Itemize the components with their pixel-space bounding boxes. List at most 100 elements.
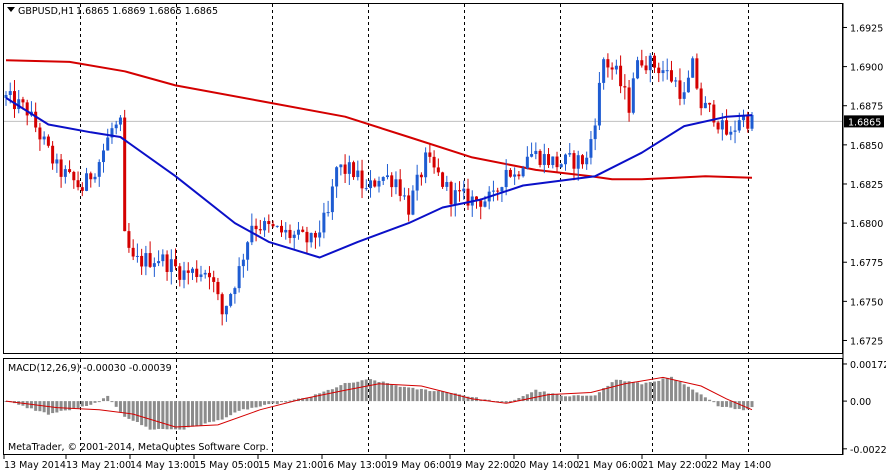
candle-body: [458, 190, 462, 192]
candle-body: [313, 232, 317, 238]
candle-body: [161, 254, 165, 262]
candle-body: [199, 274, 203, 278]
macd-bar: [63, 401, 67, 411]
candle-body: [280, 225, 284, 233]
candle-body: [555, 156, 559, 168]
candle-body: [585, 157, 589, 165]
candle-body: [415, 174, 419, 191]
chart-header: GBPUSD,H1 1.6865 1.6869 1.6865 1.6865: [7, 6, 218, 17]
macd-bar: [335, 387, 339, 402]
macd-bar: [123, 401, 127, 417]
candle-body: [59, 159, 63, 177]
candle-body: [483, 201, 487, 207]
macd-bar: [152, 401, 156, 430]
macd-bar: [407, 387, 411, 402]
candle-body: [665, 70, 669, 72]
macd-bar: [254, 401, 258, 408]
macd-bar: [665, 377, 669, 402]
price-tick-label: 1.6900: [850, 63, 883, 74]
time-label: 15 May 21:00: [258, 460, 323, 471]
macd-bar: [305, 397, 309, 402]
macd-histogram: [4, 376, 754, 430]
macd-bar: [169, 401, 173, 430]
candle-body: [322, 212, 326, 233]
candle-body: [364, 188, 368, 190]
candle-body: [51, 145, 55, 164]
candle-body: [725, 120, 729, 135]
price-tick-label: 1.6825: [850, 180, 883, 191]
candle-body: [352, 162, 356, 178]
macd-bar: [373, 380, 377, 402]
macd-bar: [712, 401, 716, 403]
macd-bar: [186, 401, 190, 428]
candle-body: [589, 139, 593, 158]
candle-body: [398, 179, 402, 196]
candle-body: [127, 231, 131, 248]
macd-bar: [76, 401, 80, 409]
candle-body: [97, 162, 101, 177]
time-label: 22 May 14:00: [706, 460, 771, 471]
candle-body: [508, 169, 512, 177]
price-tick-label: 1.6750: [850, 297, 883, 308]
macd-bar: [564, 396, 567, 402]
candle-body: [258, 229, 262, 231]
macd-bar: [640, 384, 644, 402]
macd-bar: [207, 401, 211, 423]
macd-bar: [385, 383, 389, 402]
candle-body: [695, 58, 699, 89]
macd-bar: [428, 391, 432, 402]
macd-bar: [708, 399, 712, 402]
candle-body: [326, 212, 330, 214]
macd-bar: [224, 401, 228, 418]
macd-bar: [521, 396, 525, 402]
candle-body: [691, 58, 695, 78]
candle-body: [267, 221, 271, 225]
macd-bar: [547, 393, 551, 402]
candle-body: [207, 272, 211, 278]
candle-body: [500, 187, 504, 192]
candle-body: [72, 171, 76, 181]
macd-bar: [636, 382, 640, 402]
candle-body: [254, 225, 258, 230]
candle-body: [12, 91, 16, 110]
candle-body: [504, 169, 508, 188]
candle-body: [580, 155, 584, 165]
macd-bar: [572, 395, 576, 402]
macd-bar: [55, 401, 59, 413]
candle-body: [360, 170, 364, 189]
macd-bar: [398, 386, 402, 402]
candle-body: [407, 195, 411, 215]
candle-body: [703, 102, 707, 109]
candle-body: [720, 120, 724, 130]
candle-body: [737, 120, 741, 131]
macd-bar: [449, 393, 453, 402]
macd-bar: [568, 396, 572, 402]
candle-body: [309, 232, 313, 243]
candle-body: [38, 127, 42, 140]
candle-body: [216, 281, 220, 295]
macd-bar: [191, 401, 194, 427]
candle-body: [169, 259, 173, 272]
price-tick-label: 1.6775: [850, 258, 883, 269]
candle-body: [17, 99, 21, 110]
candle-body: [530, 154, 534, 157]
candle-body: [292, 234, 296, 238]
macd-bar: [513, 399, 517, 402]
macd-bar: [343, 383, 347, 402]
candle-body: [144, 253, 148, 267]
macd-bar: [686, 386, 690, 402]
candle-body: [572, 153, 576, 169]
macd-bar: [517, 397, 521, 402]
price-axis: 1.6925 1.6900 1.6875 1.6850 1.6825 1.6800 1.67…: [843, 23, 883, 347]
candle-body: [229, 294, 233, 306]
macd-title: MACD(12,26,9) -0.00030 -0.00039: [8, 363, 172, 374]
macd-bar: [161, 401, 165, 430]
candle-body: [542, 154, 546, 165]
candle-body: [241, 259, 245, 267]
candle-body: [610, 67, 614, 70]
candle-body: [436, 167, 440, 173]
symbol-arrow-icon: [7, 7, 15, 12]
candle-body: [195, 268, 199, 278]
